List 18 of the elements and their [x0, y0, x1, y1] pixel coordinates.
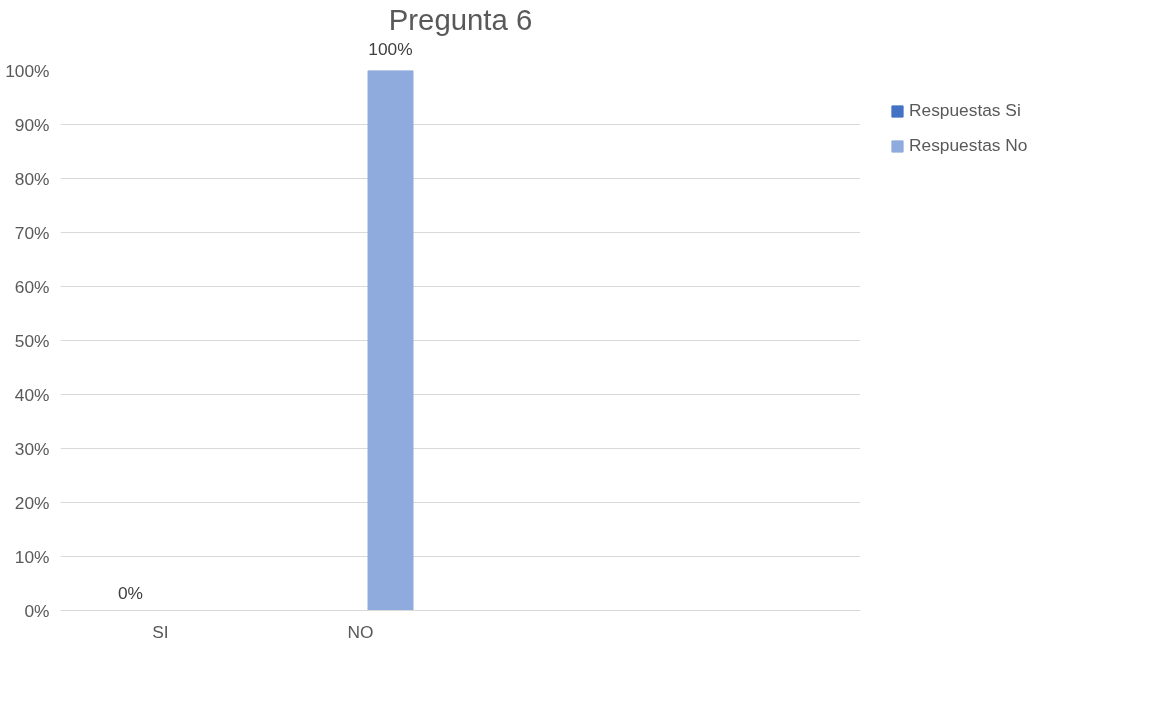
y-tick-label: 50% — [14, 330, 50, 351]
y-tick-label: 20% — [14, 492, 50, 513]
data-label: 0% — [117, 582, 144, 603]
y-tick-label: 90% — [14, 114, 50, 135]
x-tick-label: NO — [347, 621, 374, 642]
x-tick-label: SI — [152, 621, 169, 642]
y-tick-label: 40% — [14, 384, 50, 405]
data-label: 100% — [368, 38, 413, 59]
chart-title: Pregunta 6 — [388, 2, 533, 36]
y-tick-label: 100% — [5, 60, 50, 81]
legend-label: Respuestas Si — [909, 100, 1021, 121]
y-tick-label: 60% — [14, 276, 50, 297]
y-tick-label: 0% — [24, 600, 50, 621]
y-tick-label: 70% — [14, 222, 50, 243]
y-tick-label: 30% — [14, 438, 50, 459]
y-tick-label: 80% — [14, 168, 50, 189]
y-tick-label: 10% — [14, 546, 50, 567]
legend-label: Respuestas No — [909, 135, 1028, 156]
